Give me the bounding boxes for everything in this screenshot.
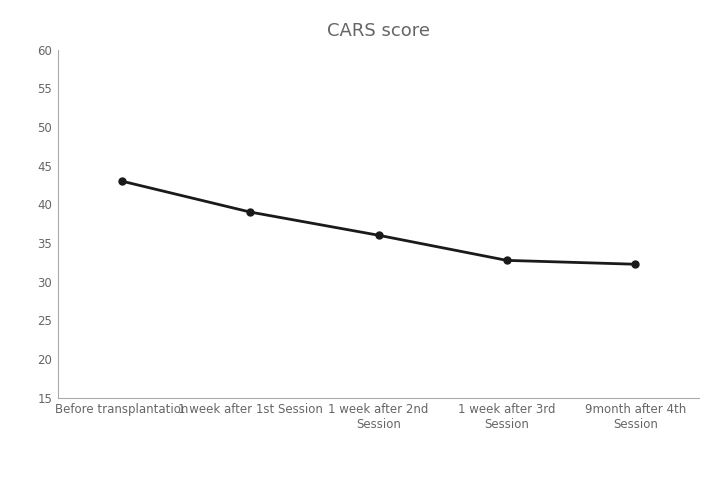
Title: CARS score: CARS score [327, 22, 430, 40]
